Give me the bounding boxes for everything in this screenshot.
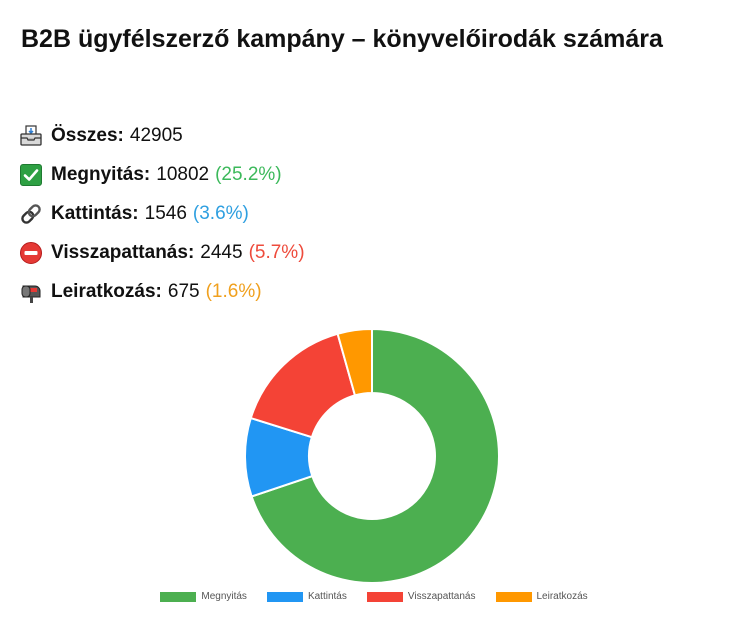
stat-label: Kattintás: — [51, 202, 139, 224]
stat-row-clicks: Kattintás: 1546 (3.6%) — [19, 194, 305, 233]
mailbox-icon — [19, 280, 43, 304]
legend-label: Kattintás — [307, 591, 347, 602]
stat-label: Visszapattanás: — [51, 241, 195, 263]
stat-value: 2445 — [200, 241, 243, 263]
check-mark-icon — [19, 163, 43, 187]
stat-value: 42905 — [129, 124, 183, 146]
donut-chart-svg — [244, 327, 500, 584]
legend-swatch — [495, 591, 532, 602]
donut-chart — [0, 316, 748, 616]
stat-row-bounces: Visszapattanás: 2445 (5.7%) — [19, 233, 305, 272]
donut-slice-visszapattanás — [249, 332, 357, 439]
chart-legend: Megnyitás Kattintás Visszapattanás Leiratko… — [0, 591, 748, 602]
legend-label: Leiratkozás — [536, 591, 588, 602]
stat-value: 10802 — [156, 163, 210, 185]
stat-percent: (3.6%) — [192, 202, 249, 224]
stat-label: Leiratkozás: — [51, 280, 162, 302]
legend-swatch — [366, 591, 403, 602]
no-entry-icon — [19, 241, 43, 265]
inbox-tray-icon — [19, 124, 43, 148]
stat-row-opens: Megnyitás: 10802 (25.2%) — [19, 155, 305, 194]
donut-slice-megnyitás — [250, 327, 500, 584]
legend-swatch — [266, 591, 303, 602]
legend-item[interactable]: Kattintás — [266, 591, 347, 602]
stat-row-total: Összes: 42905 — [19, 116, 305, 155]
legend-swatch — [160, 591, 197, 602]
stat-percent: (5.7%) — [248, 241, 305, 263]
link-icon — [19, 202, 43, 226]
stats-list: Összes: 42905 Megnyitás: 10802 (25.2%) K… — [19, 116, 305, 311]
legend-label: Visszapattanás — [407, 591, 476, 602]
donut-slice-leiratkozás — [336, 327, 373, 397]
legend-label: Megnyitás — [201, 591, 247, 602]
legend-item[interactable]: Megnyitás — [160, 591, 247, 602]
stat-value: 675 — [167, 280, 200, 302]
chart-title: B2B ügyfélszerző kampány – könyvelőirodá… — [21, 25, 663, 53]
stat-value: 1546 — [144, 202, 187, 224]
legend-item[interactable]: Visszapattanás — [366, 591, 476, 602]
stat-label: Összes: — [51, 124, 124, 146]
stat-percent: (25.2%) — [215, 163, 282, 185]
stat-percent: (1.6%) — [205, 280, 262, 302]
stat-row-unsubscribes: Leiratkozás: 675 (1.6%) — [19, 272, 305, 311]
stat-label: Megnyitás: — [51, 163, 151, 185]
legend-item[interactable]: Leiratkozás — [495, 591, 588, 602]
